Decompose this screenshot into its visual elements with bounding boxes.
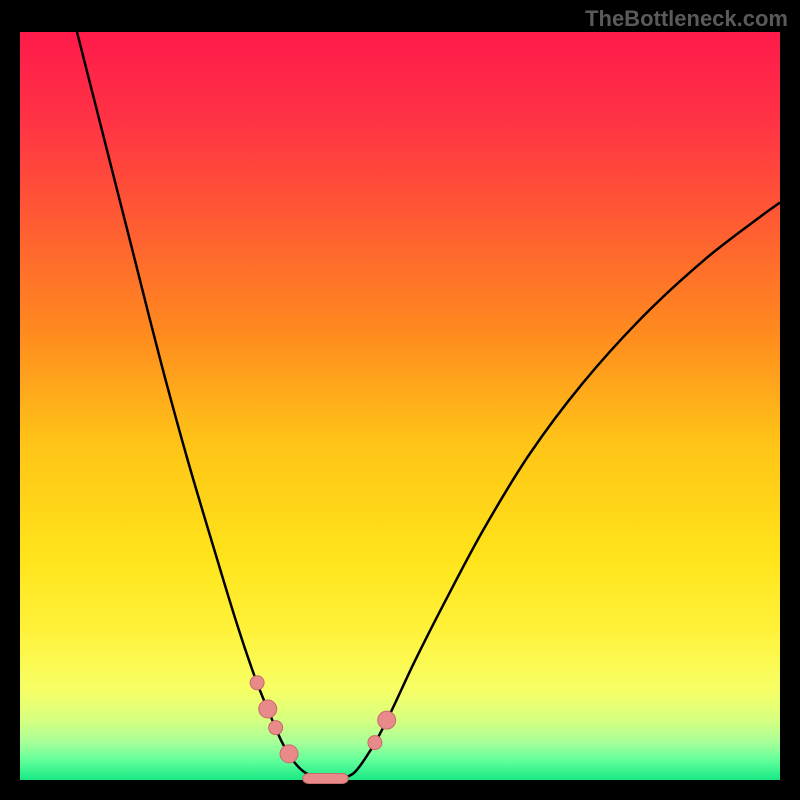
gradient-background	[20, 32, 780, 780]
curve-marker-dot	[280, 745, 298, 763]
curve-marker-dot	[368, 736, 382, 750]
curve-marker-dot	[378, 711, 396, 729]
bottom-marker-bar	[303, 774, 349, 784]
curve-marker-dot	[250, 676, 264, 690]
watermark: TheBottleneck.com	[585, 6, 788, 32]
bottleneck-chart	[0, 0, 800, 800]
curve-marker-dot	[269, 721, 283, 735]
curve-marker-dot	[259, 700, 277, 718]
